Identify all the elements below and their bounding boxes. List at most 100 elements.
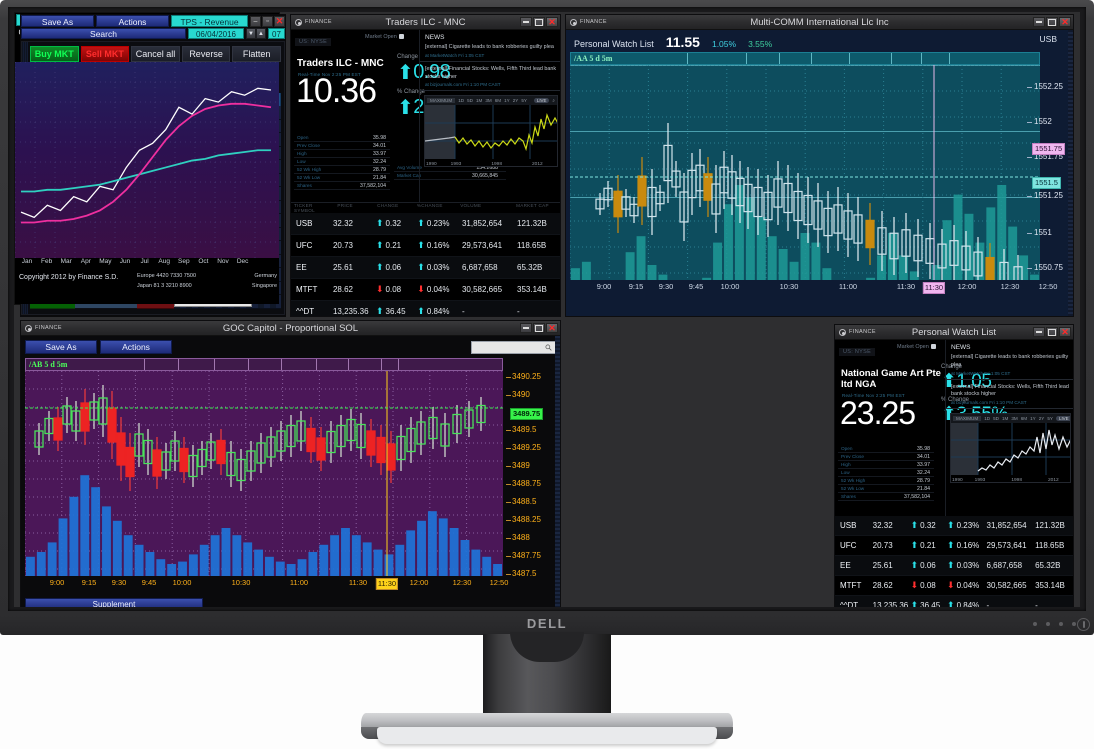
close-icon[interactable]: ✕ <box>274 15 285 27</box>
change-cell: ⬆ 0.32 <box>375 218 402 229</box>
window-goc-capitol[interactable]: FINANCE GOC Capitol - Proportional SOL ✕… <box>20 320 561 607</box>
range-maximum[interactable]: MAXIMUM <box>427 98 456 104</box>
goc-vertical-scrollbar[interactable] <box>555 336 560 607</box>
power-button[interactable] <box>1077 618 1090 631</box>
goc-actions-button[interactable]: Actions <box>100 340 172 354</box>
news-item[interactable]: [external] Financial Stocks: Wells, Fift… <box>420 66 560 92</box>
goc-search-input[interactable] <box>471 340 556 354</box>
goc-save-as-button[interactable]: Save As <box>25 340 97 354</box>
ticker-table-header: TICKER SYMBOL PRICE CHANGE %CHANGE VOLUME MAR… <box>291 202 560 213</box>
tps-actions-button[interactable]: Actions <box>96 15 169 27</box>
range-6m[interactable]: 6M <box>494 98 502 104</box>
table-row[interactable]: MTFT 28.62 ⬇ 0.08 ⬇ 0.04% 30,582,665 353.14B <box>291 279 560 301</box>
range-3m[interactable]: 3M <box>485 98 492 104</box>
spin-up-icon[interactable]: ▲ <box>256 28 266 39</box>
window-personal-watch-list[interactable]: FINANCE Personal Watch List ✕ US: NYSE N… <box>834 324 1074 607</box>
news-item[interactable]: [external] Cigarette leads to bank robbe… <box>946 354 1073 380</box>
goc-titlebar[interactable]: FINANCE GOC Capitol - Proportional SOL ✕ <box>21 321 560 336</box>
range-1m[interactable]: 1M <box>1001 416 1009 422</box>
price-cell: 25.61 <box>332 263 354 272</box>
mnc-mini-chart[interactable]: MAXIMUM 1D 5D 1M 3M 6M 1Y 2Y 5Y LIVE ⌕ <box>424 95 558 168</box>
goc-body: Save As Actions /AB 5 d 5m <box>21 336 560 607</box>
maximize-icon[interactable] <box>533 17 545 27</box>
range-1d[interactable]: 1D <box>984 416 991 422</box>
cancel-all-button[interactable]: Cancel all <box>131 46 180 62</box>
range-3m[interactable]: 3M <box>1011 416 1018 422</box>
news-item[interactable]: [external] Cigarette leads to bank robbe… <box>420 44 560 62</box>
tps-date-field[interactable]: 06/04/2016 <box>188 28 244 39</box>
buy-mkt-button[interactable]: Buy MKT <box>30 46 79 62</box>
table-row[interactable]: EE 25.61 ⬆ 0.06 ⬆ 0.03% 6,687,658 65.32B <box>835 556 1073 576</box>
minimize-icon[interactable] <box>1033 327 1045 337</box>
range-1m[interactable]: 1M <box>475 98 483 104</box>
goc-supplement-button[interactable]: Supplement <box>25 598 203 607</box>
comm-vertical-scrollbar[interactable] <box>1068 30 1073 316</box>
search-icon[interactable]: ⌕ <box>552 98 555 104</box>
news-title: [external] Cigarette leads to bank robbe… <box>951 354 1069 368</box>
ticker-table-body[interactable]: USB 32.32 ⬆ 0.32 ⬆ 0.23% 31,852,654 121.32B UFC 2… <box>835 516 1073 607</box>
pwl-titlebar[interactable]: FINANCE Personal Watch List ✕ <box>835 325 1073 340</box>
range-1d[interactable]: 1D <box>458 98 465 104</box>
range-maximum[interactable]: MAXIMUM <box>953 416 982 422</box>
comm-titlebar[interactable]: FINANCE Multi-COMM International Llc Inc… <box>566 15 1073 30</box>
tps-save-as-button[interactable]: Save As <box>21 15 94 27</box>
window-multi-comm[interactable]: FINANCE Multi-COMM International Llc Inc… <box>565 14 1074 317</box>
maximize-icon[interactable]: ▫ <box>262 15 273 27</box>
minimize-icon[interactable] <box>520 17 532 27</box>
range-5d[interactable]: 5D <box>467 98 473 104</box>
range-5y[interactable]: 5Y <box>521 98 527 104</box>
goc-symbol-bar[interactable]: /AB 5 d 5m <box>25 358 503 371</box>
tps-tab-title[interactable]: TPS - Revenue <box>171 15 248 27</box>
market-status: Market Open <box>897 344 987 350</box>
table-row[interactable]: ^^DT 13,235.36 ⬆ 36.45 ⬆ 0.84% - - <box>291 301 560 316</box>
ticker-table-body[interactable]: USB 32.32 ⬆ 0.32 ⬆ 0.23% 31,852,654 121.32B UFC 2… <box>291 213 560 316</box>
live-badge[interactable]: LIVE <box>533 98 550 104</box>
live-badge[interactable]: LIVE <box>1056 416 1070 422</box>
range-1y[interactable]: 1Y <box>504 98 510 104</box>
goc-chart-plot[interactable] <box>25 371 503 576</box>
spin-down-icon[interactable]: ▼ <box>246 28 256 39</box>
window-traders-ilc-mnc[interactable]: FINANCE Traders ILC - MNC ✕ US: NYSE Tra… <box>290 14 561 317</box>
maximize-icon[interactable] <box>1046 327 1058 337</box>
range-1y[interactable]: 1Y <box>1030 416 1036 422</box>
minimize-icon[interactable] <box>1033 17 1045 27</box>
table-row[interactable]: UFC 20.73 ⬆ 0.21 ⬆ 0.16% 29,573,641 118.65B <box>835 536 1073 556</box>
table-row[interactable]: UFC 20.73 ⬆ 0.21 ⬆ 0.16% 29,573,641 118.65B <box>291 235 560 257</box>
range-2y[interactable]: 2Y <box>1038 416 1045 422</box>
comm-symbol-bar[interactable]: /AA 5 d 5m <box>570 52 1040 65</box>
mnc-titlebar[interactable]: FINANCE Traders ILC - MNC ✕ <box>291 15 560 30</box>
monitor-buttons[interactable] <box>1033 622 1076 626</box>
range-6m[interactable]: 6M <box>1020 416 1028 422</box>
close-icon[interactable]: ✕ <box>1059 327 1071 337</box>
flatten-button[interactable]: Flatten <box>232 46 281 62</box>
table-row[interactable]: EE 25.61 ⬆ 0.06 ⬆ 0.03% 6,687,658 65.32B <box>291 257 560 279</box>
stat-key: 52 Wk High <box>297 167 322 172</box>
tps-spinner[interactable]: ▼ ▲ <box>246 28 266 39</box>
minimize-icon[interactable]: – <box>250 15 261 27</box>
minimize-icon[interactable] <box>520 323 532 333</box>
maximize-icon[interactable] <box>533 323 545 333</box>
comm-chart-plot[interactable] <box>570 65 1040 280</box>
pwl-mini-chart[interactable]: MAXIMUM 1D 5D 1M 3M 6M 1Y 2Y 5Y LIVE ⌕ <box>950 413 1071 484</box>
table-row[interactable]: USB 32.32 ⬆ 0.32 ⬆ 0.23% 31,852,654 121.32B <box>291 213 560 235</box>
table-row[interactable]: USB 32.32 ⬆ 0.32 ⬆ 0.23% 31,852,654 121.32B <box>835 516 1073 536</box>
news-item[interactable]: [external] Financial Stocks: Wells, Fift… <box>946 384 1073 410</box>
sym: MTFT <box>296 285 318 294</box>
mini-chart-range-bar[interactable]: MAXIMUM 1D 5D 1M 3M 6M 1Y 2Y 5Y LIVE ⌕ <box>425 96 557 106</box>
range-5d[interactable]: 5D <box>993 416 999 422</box>
tps-hour-field[interactable]: 07 <box>268 28 285 39</box>
watchlist-label[interactable]: Personal Watch List <box>574 39 654 49</box>
table-row[interactable]: MTFT 28.62 ⬇ 0.08 ⬇ 0.04% 30,582,665 353.14B <box>835 576 1073 596</box>
tps-search-input[interactable]: Search <box>21 28 186 39</box>
close-icon[interactable]: ✕ <box>546 17 558 27</box>
close-icon[interactable]: ✕ <box>546 323 558 333</box>
range-5y[interactable]: 5Y <box>1047 416 1053 422</box>
reverse-button[interactable]: Reverse <box>181 46 231 62</box>
close-icon[interactable]: ✕ <box>1059 17 1071 27</box>
bc-chart-plot[interactable] <box>15 62 279 258</box>
maximize-icon[interactable] <box>1046 17 1058 27</box>
range-2y[interactable]: 2Y <box>512 98 519 104</box>
mini-chart-range-bar[interactable]: MAXIMUM 1D 5D 1M 3M 6M 1Y 2Y 5Y LIVE ⌕ <box>951 414 1070 424</box>
sell-mkt-button[interactable]: Sell MKT <box>80 46 130 62</box>
table-row[interactable]: ^^DT 13,235.36 ⬆ 36.45 ⬆ 0.84% - - <box>835 596 1073 607</box>
